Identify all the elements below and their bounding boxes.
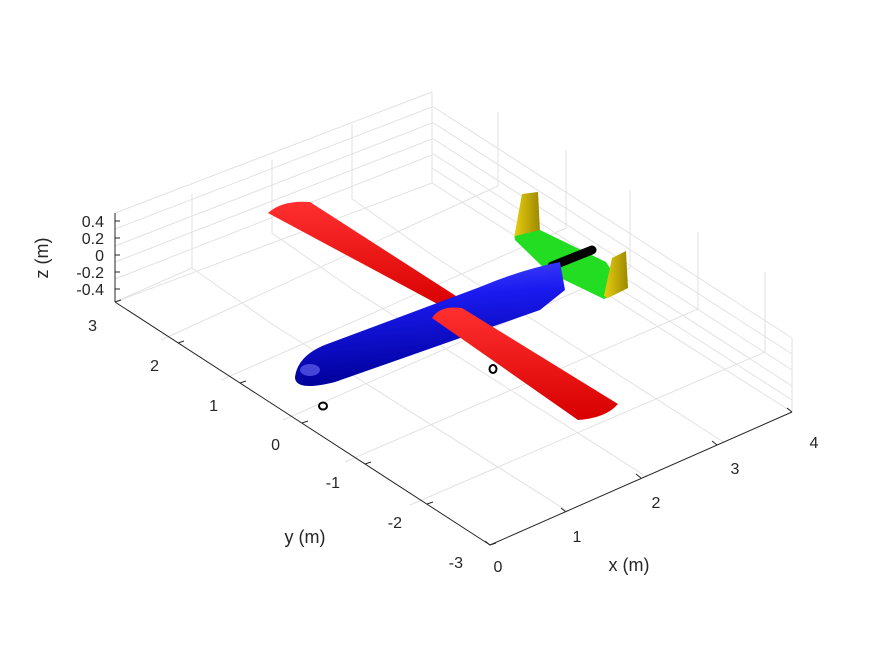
x-tick-label: 4 [810,435,819,452]
y-tick [177,340,185,344]
floor-grid-x1 [191,267,570,513]
x-axis-line [489,411,793,546]
x-tick-label: 3 [731,461,740,478]
y-tick [114,299,122,303]
floor-grid-y2 [160,185,499,341]
z-tick-label: -0.2 [76,265,104,282]
landing-gear-nose [318,401,328,411]
x-tick [635,473,642,479]
y-tick [426,501,434,505]
wing [432,307,618,420]
floor-grid-x2 [271,232,648,478]
back-wall-horz-1 [431,105,793,339]
x-tick-label: 0 [494,559,503,576]
y-tick-label: 2 [150,358,159,375]
y-tick [239,380,247,384]
x-tick [560,507,567,513]
side-wall-horz-4 [114,138,433,263]
back-wall-horz-2 [431,121,793,355]
y-axis-title: y (m) [285,527,326,547]
x-tick-label: 1 [573,529,582,546]
wing [268,201,470,308]
side-wall-horz-1 [114,91,433,214]
floor-grid-x3 [351,198,726,444]
floor-grid-x4 [431,182,793,413]
floor-grid-y0 [282,267,631,421]
x-tick [484,540,491,546]
aircraft-model [268,192,628,420]
y-tick-label: 1 [209,398,218,415]
z-tick-label: 0 [95,248,104,265]
fuselage [295,262,565,386]
side-wall-horz-5 [114,154,433,280]
x-tick [711,440,718,446]
y-tick [301,420,309,424]
y-tick-label: -1 [326,475,340,492]
y-tick-label: -2 [388,515,402,532]
y-tick-label: 0 [271,437,280,454]
back-wall-horz-3 [431,137,793,371]
x-tick [786,407,793,413]
y-tick-labels: 3 2 1 0 -1 -2 -3 [88,318,463,572]
z-axis-title: z (m) [32,238,52,279]
vertical-tail-right [604,251,628,298]
floor-grid-y1 [220,227,567,381]
floor-grid-ym2 [409,351,766,506]
y-axis-line [114,301,491,546]
floor-grid-ym1 [344,308,699,463]
floor-grid-x0 [114,267,193,303]
x-axis-title: x (m) [609,555,650,575]
floor-grid-y3 [114,182,433,303]
vertical-tail-left [514,192,540,238]
x-tick-labels: 0 1 2 3 4 [494,435,819,576]
fuselage-nose-highlight [300,364,320,376]
axis-lines [114,213,793,546]
z-tick-label: -0.4 [76,282,104,299]
z-tick-label: 0.4 [82,214,104,231]
side-wall-horz-3 [114,122,433,247]
side-wall-horz-2 [114,106,433,230]
landing-gear-main [488,364,498,374]
grid-lines [114,91,793,513]
y-tick [489,542,497,546]
z-tick-label: 0.2 [82,231,104,248]
y-tick-label: 3 [88,318,97,335]
y-tick [364,461,372,465]
z-tick-labels: 0.4 0.2 0 -0.2 -0.4 [76,214,104,299]
y-tick-label: -3 [449,555,463,572]
x-tick-label: 2 [652,495,661,512]
tick-marks [114,220,793,546]
horizontal-tail [515,230,624,299]
